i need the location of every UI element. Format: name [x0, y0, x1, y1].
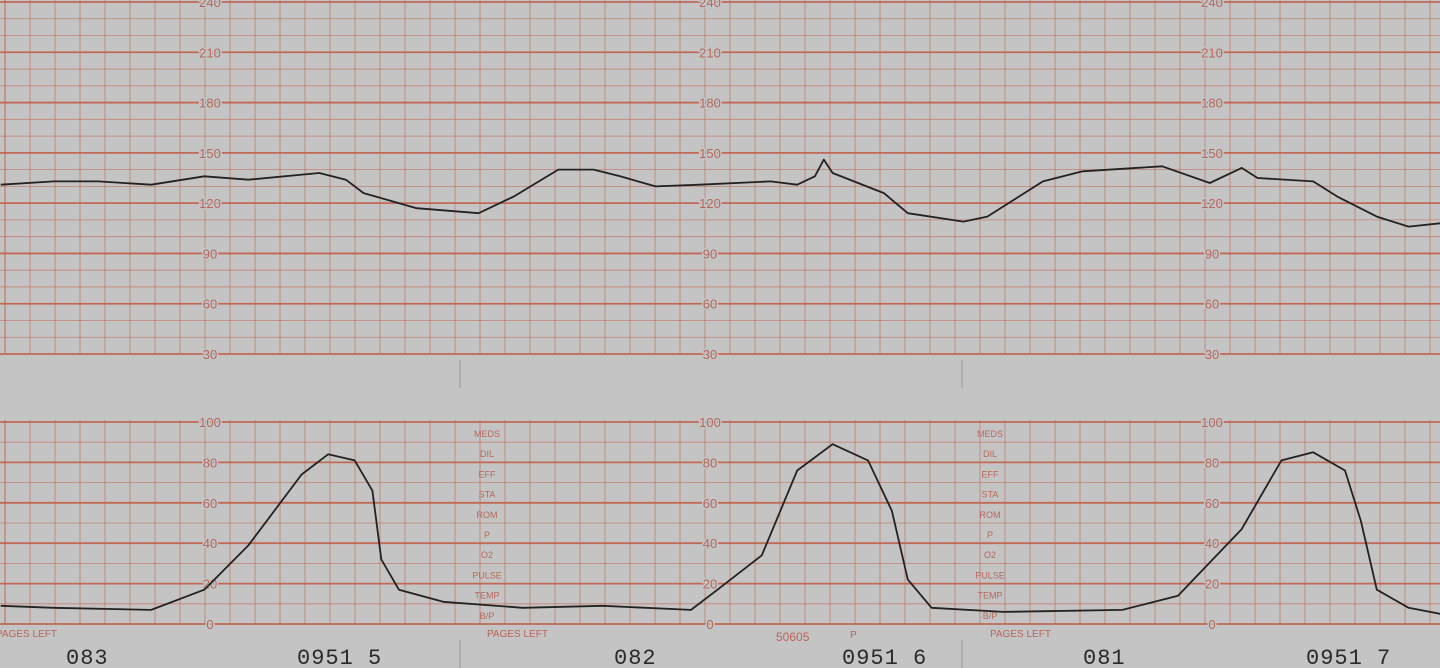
side-label: P: [484, 530, 490, 540]
y-tick-label: 120: [699, 196, 721, 211]
y-tick-label: 60: [703, 496, 717, 511]
side-label: P: [987, 530, 993, 540]
page-number: 082: [614, 646, 657, 668]
side-label: MEDS: [977, 429, 1003, 439]
time-label: 0951 7: [1306, 646, 1392, 668]
toco-trace: [0, 443, 1440, 615]
y-tick-label: 80: [703, 455, 717, 470]
y-tick-label: 180: [699, 96, 721, 111]
side-label: STA: [479, 490, 496, 500]
y-tick-label: 60: [203, 297, 217, 312]
y-tick-label: 40: [703, 536, 717, 551]
y-tick-label: 0: [206, 617, 213, 632]
y-tick-label: 210: [699, 45, 721, 60]
y-tick-label: 90: [203, 246, 217, 261]
pages-left-label: PAGES LEFT: [487, 629, 548, 640]
time-label: 0951 6: [842, 646, 928, 668]
y-tick-label: 80: [1205, 455, 1219, 470]
y-tick-label: 90: [1205, 246, 1219, 261]
y-tick-label: 210: [1201, 45, 1223, 60]
y-tick-label: 0: [1208, 617, 1215, 632]
side-label: ROM: [477, 510, 498, 520]
y-tick-label: 240: [1201, 0, 1223, 10]
y-tick-label: 240: [199, 0, 221, 10]
y-tick-label: 150: [699, 146, 721, 161]
y-tick-label: 80: [203, 455, 217, 470]
y-tick-label: 60: [1205, 297, 1219, 312]
y-tick-label: 60: [703, 297, 717, 312]
y-tick-label: 180: [199, 96, 221, 111]
y-tick-label: 240: [699, 0, 721, 10]
y-tick-label: 40: [203, 536, 217, 551]
page-number: 083: [66, 646, 109, 668]
y-tick-label: 180: [1201, 96, 1223, 111]
side-label: PULSE: [975, 570, 1005, 580]
y-tick-label: 120: [199, 196, 221, 211]
side-label: TEMP: [474, 591, 499, 601]
side-label: DIL: [480, 449, 494, 459]
side-label: EFF: [479, 469, 497, 479]
fhr-trace: [0, 158, 1440, 228]
side-label: B/P: [480, 611, 495, 621]
y-tick-label: 0: [706, 617, 713, 632]
y-tick-label: 100: [199, 415, 221, 430]
side-label: O2: [984, 550, 996, 560]
y-tick-label: 210: [199, 45, 221, 60]
side-label: MEDS: [474, 429, 500, 439]
y-tick-label: 20: [703, 577, 717, 592]
side-label: TEMP: [977, 591, 1002, 601]
pages-left-label: PAGES LEFT: [990, 629, 1051, 640]
y-tick-label: 30: [1205, 347, 1219, 362]
y-tick-label: 100: [1201, 415, 1223, 430]
side-label: EFF: [982, 469, 1000, 479]
serial-mark: P: [850, 630, 857, 641]
side-label: B/P: [983, 611, 998, 621]
side-label: STA: [982, 490, 999, 500]
y-tick-label: 150: [199, 146, 221, 161]
pages-left-label: PAGES LEFT: [0, 629, 57, 640]
y-tick-label: 60: [203, 496, 217, 511]
y-tick-label: 40: [1205, 536, 1219, 551]
serial-number: 50605: [776, 630, 810, 644]
y-tick-label: 100: [699, 415, 721, 430]
side-label: DIL: [983, 449, 997, 459]
side-label: ROM: [980, 510, 1001, 520]
y-tick-label: 60: [1205, 496, 1219, 511]
y-tick-label: 30: [203, 347, 217, 362]
y-tick-label: 90: [703, 246, 717, 261]
y-tick-label: 120: [1201, 196, 1223, 211]
side-label: PULSE: [472, 570, 502, 580]
side-label: O2: [481, 550, 493, 560]
y-tick-label: 20: [1205, 577, 1219, 592]
y-tick-label: 30: [703, 347, 717, 362]
page-number: 081: [1083, 646, 1126, 668]
time-label: 0951 5: [297, 646, 383, 668]
y-tick-label: 150: [1201, 146, 1223, 161]
